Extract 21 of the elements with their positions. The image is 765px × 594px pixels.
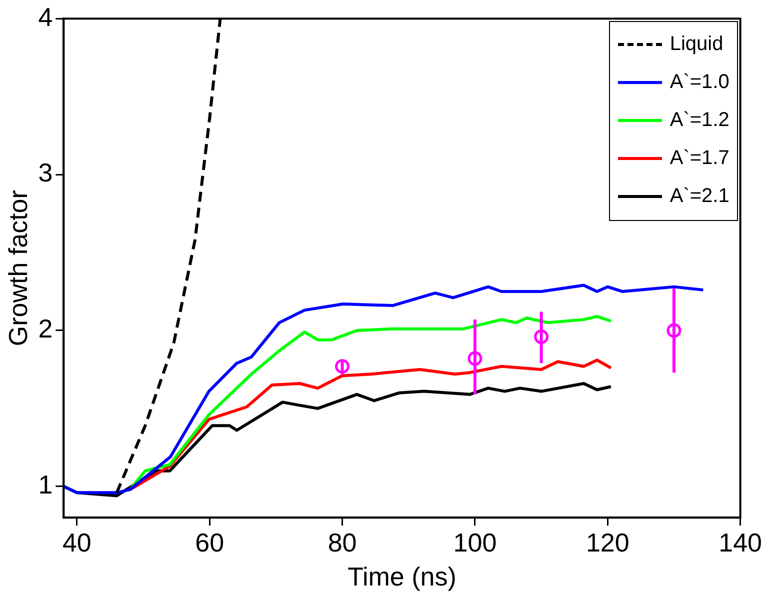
- x-tick-label: 60: [195, 527, 224, 558]
- y-tick-label: 3: [38, 158, 53, 188]
- legend-label: A`=1.7: [670, 147, 730, 170]
- x-tick-label: 140: [718, 527, 762, 558]
- legend-label: A`=1.2: [670, 109, 730, 132]
- y-tick-label: 4: [38, 2, 53, 32]
- x-tick-label: 100: [453, 527, 497, 558]
- point: [534, 329, 549, 344]
- point: [666, 323, 682, 338]
- y-tick-label: 2: [38, 314, 53, 344]
- y-axis-title: Growth factor: [2, 190, 33, 346]
- y-tick-label: 1: [38, 470, 53, 500]
- point: [335, 359, 350, 374]
- point: [468, 351, 482, 366]
- legend-label: Liquid: [670, 33, 724, 56]
- x-tick-label: 40: [62, 527, 92, 558]
- x-tick-label: 120: [586, 527, 630, 558]
- legend-label: A`=1.0: [670, 71, 730, 94]
- x-axis-title: Time (ns): [348, 562, 456, 592]
- legend-label: A`=2.1: [670, 185, 730, 208]
- x-tick-label: 80: [328, 527, 357, 558]
